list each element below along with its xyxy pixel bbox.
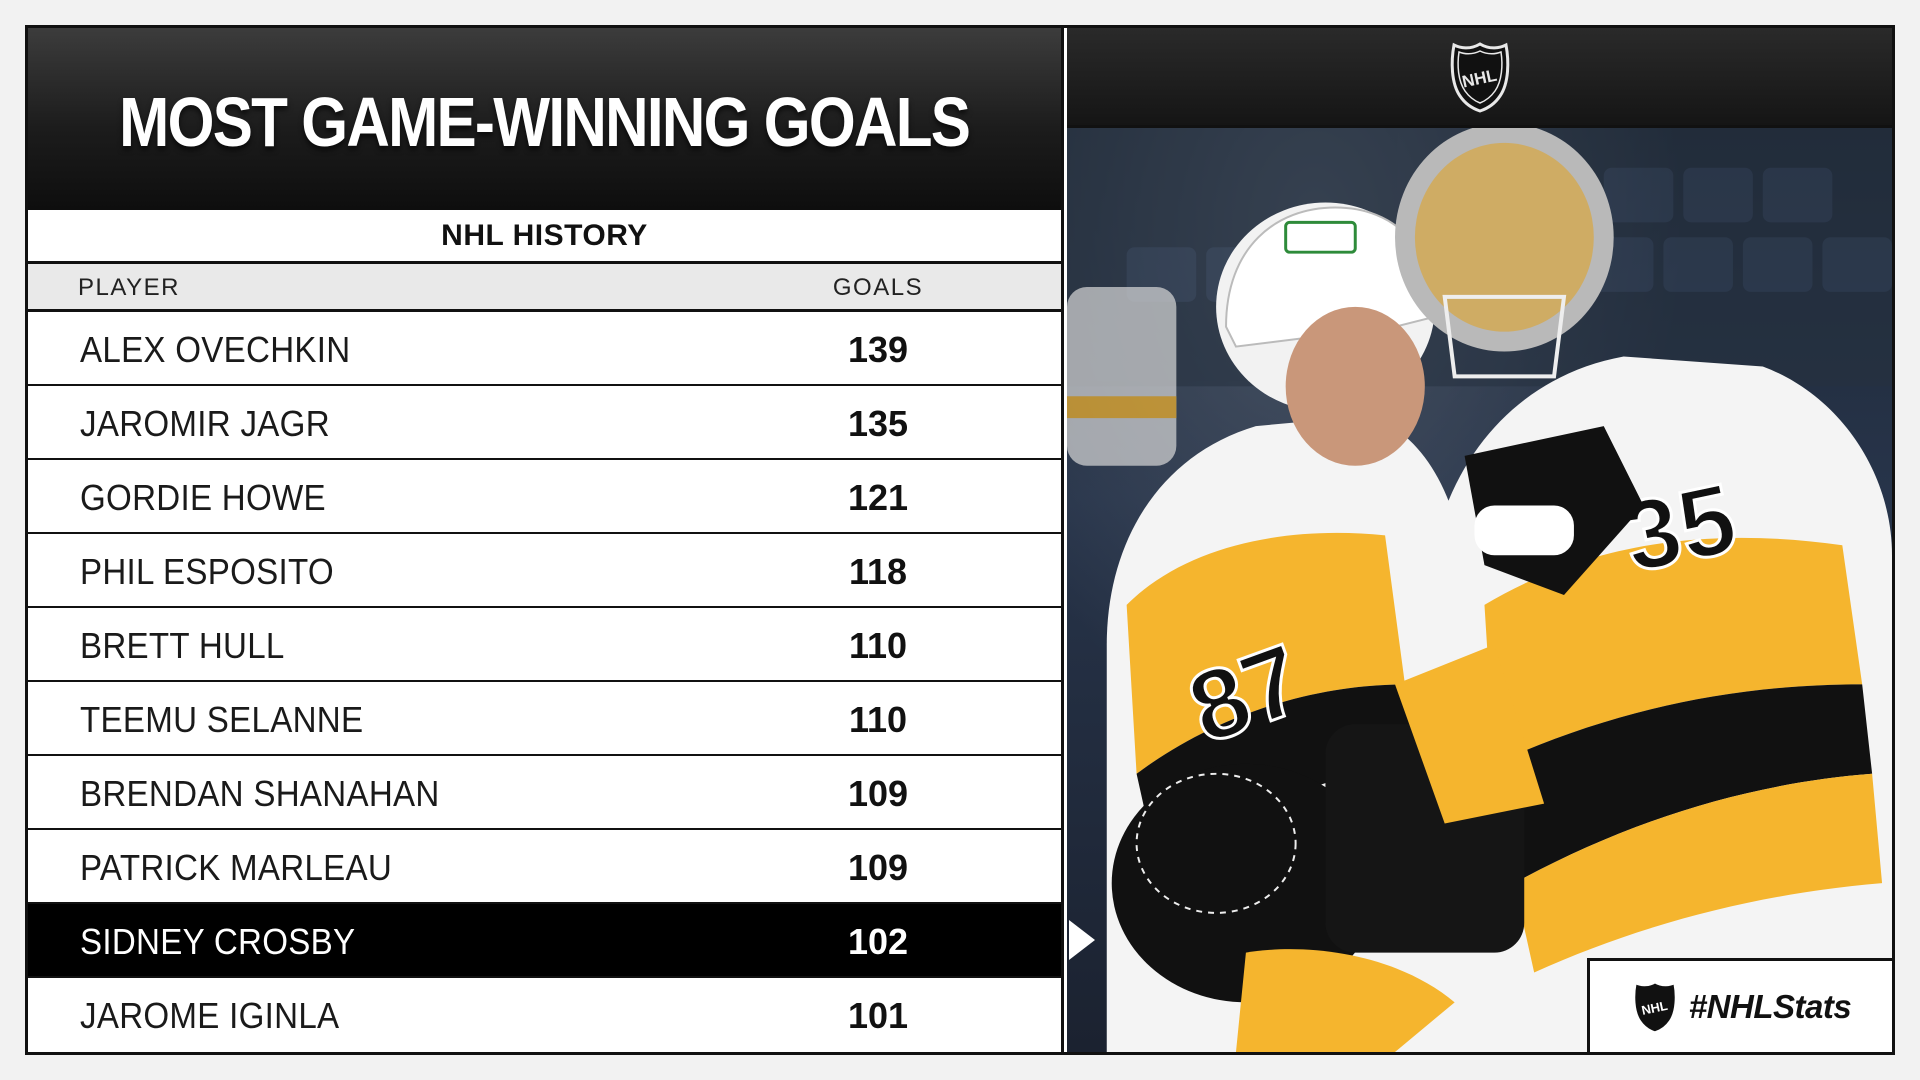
jersey-number-35: 35 xyxy=(1614,463,1745,595)
hashtag-label: #NHLStats xyxy=(1688,987,1852,1025)
hashtag-box: NHL #NHLStats xyxy=(1587,958,1892,1052)
goals-value: 109 xyxy=(847,847,909,888)
column-header-player: PLAYER xyxy=(78,274,180,301)
pointer-arrow-icon xyxy=(1069,920,1095,960)
player-name: JAROME IGINLA xyxy=(80,995,340,1036)
hockey-players-photo: 87 35 xyxy=(1067,128,1892,1052)
photo-panel: NHL xyxy=(1067,28,1892,1052)
goals-value: 118 xyxy=(848,551,908,592)
goals-value: 139 xyxy=(847,329,909,370)
table-row: BRENDAN SHANAHAN 109 xyxy=(28,756,1061,830)
table-row: JAROMIR JAGR 135 xyxy=(28,386,1061,460)
table-header: PLAYER GOALS xyxy=(28,264,1061,312)
goals-value: 102 xyxy=(847,921,909,962)
goals-value: 135 xyxy=(847,403,909,444)
subtitle-bar: NHL HISTORY xyxy=(28,210,1061,264)
page-title: MOST GAME-WINNING GOALS xyxy=(119,83,971,161)
column-header-goals: GOALS xyxy=(832,274,924,301)
svg-text:NHL: NHL xyxy=(1640,997,1669,1017)
page-subtitle: NHL HISTORY xyxy=(441,218,648,252)
player-name: BRENDAN SHANAHAN xyxy=(80,773,440,814)
player-name: PATRICK MARLEAU xyxy=(80,847,393,888)
player-name: TEEMU SELANNE xyxy=(80,699,364,740)
player-name: SIDNEY CROSBY xyxy=(80,921,356,962)
table-row: ALEX OVECHKIN 139 xyxy=(28,312,1061,386)
goals-value: 110 xyxy=(848,699,908,740)
players-illustration: 87 35 xyxy=(1067,128,1892,1052)
table-row: JAROME IGINLA 101 xyxy=(28,978,1061,1052)
goals-value: 101 xyxy=(847,995,909,1036)
nhl-shield-logo-icon: NHL xyxy=(1632,980,1677,1034)
stats-panel: MOST GAME-WINNING GOALS NHL HISTORY PLAY… xyxy=(28,28,1095,1052)
table-row: GORDIE HOWE 121 xyxy=(28,460,1061,534)
table-row: BRETT HULL 110 xyxy=(28,608,1061,682)
player-name: GORDIE HOWE xyxy=(80,477,326,518)
goals-value: 121 xyxy=(847,477,909,518)
goals-value: 110 xyxy=(848,625,908,666)
title-bar: MOST GAME-WINNING GOALS xyxy=(28,28,1061,210)
goals-value: 109 xyxy=(847,773,909,814)
nhl-shield-logo-icon: NHL xyxy=(1450,41,1509,113)
graphic-frame: MOST GAME-WINNING GOALS NHL HISTORY PLAY… xyxy=(25,25,1895,1055)
table-row-highlighted: SIDNEY CROSBY 102 xyxy=(28,904,1095,978)
table-row: TEEMU SELANNE 110 xyxy=(28,682,1061,756)
player-name: PHIL ESPOSITO xyxy=(80,551,334,592)
logo-bar: NHL xyxy=(1067,28,1892,128)
player-name: ALEX OVECHKIN xyxy=(80,329,351,370)
table-body: ALEX OVECHKIN 139 JAROMIR JAGR 135 GORDI… xyxy=(28,312,1095,1052)
player-name: JAROMIR JAGR xyxy=(80,403,330,444)
table-row: PATRICK MARLEAU 109 xyxy=(28,830,1061,904)
table-row: PHIL ESPOSITO 118 xyxy=(28,534,1061,608)
player-name: BRETT HULL xyxy=(80,625,285,666)
